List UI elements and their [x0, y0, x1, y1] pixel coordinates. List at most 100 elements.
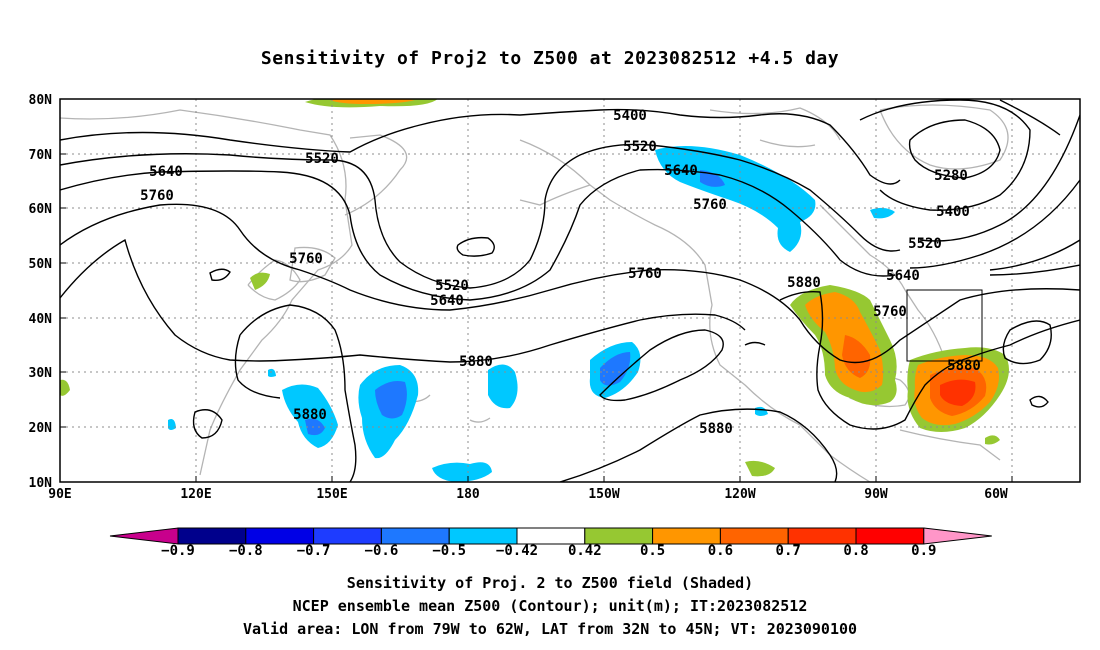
- colorbar-tick-label: 0.5: [639, 543, 666, 559]
- contour-5640: [60, 168, 896, 301]
- colorbar-tick-label: −0.7: [296, 543, 331, 559]
- colorbar-tick-label: −0.9: [161, 543, 195, 559]
- contour-label: 5520: [623, 139, 657, 155]
- longitude-labels: 90E 120E 150E 180 150W 120W 90W 60W: [48, 487, 1008, 502]
- lon-label: 90W: [864, 487, 888, 502]
- colorbar-swatch: [652, 527, 721, 545]
- colorbar-tick-label: 0.6: [707, 543, 734, 559]
- contour-label: 5760: [693, 197, 727, 213]
- contour-label: 5640: [149, 164, 183, 180]
- colorbar-swatch: [719, 527, 789, 545]
- colorbar-tick-label: 0.9: [911, 543, 937, 559]
- contour-label: 5880: [699, 421, 733, 437]
- contour-label: 5880: [293, 407, 327, 423]
- contour-5280-low: [908, 119, 1001, 179]
- contour-5400: [60, 108, 901, 185]
- map-frame: [59, 98, 1081, 483]
- arctic-islands-coastline: [709, 107, 841, 148]
- contour-label: 5520: [435, 278, 469, 294]
- footer-line-2: NCEP ensemble mean Z500 (Contour); unit(…: [292, 597, 808, 615]
- hokkaido-coastline: [289, 246, 336, 283]
- colorbar-swatch: [177, 527, 247, 545]
- footer-line-1: Sensitivity of Proj. 2 to Z500 field (Sh…: [346, 574, 754, 592]
- contour-label: 5400: [936, 204, 970, 220]
- lat-label: 60N: [29, 202, 53, 217]
- axis-ticks: [60, 98, 1013, 482]
- colorbar-swatch: [245, 527, 315, 545]
- contour-5880-atlantic: [1002, 320, 1052, 365]
- colorbar-swatch: [380, 527, 450, 545]
- asia-coastline: [60, 109, 353, 476]
- contour-label: 5640: [430, 293, 464, 309]
- graticule: [60, 99, 1080, 482]
- valid-area-box: [906, 289, 983, 362]
- negative-shading: [168, 146, 895, 482]
- contour-small-atlantic: [1029, 395, 1049, 408]
- contour-5880-sw: [234, 334, 281, 399]
- lon-label: 150W: [588, 487, 619, 502]
- colorbar-swatch: [584, 527, 654, 545]
- coastlines: [60, 104, 1009, 482]
- colorbar-tick-label: −0.8: [228, 543, 263, 559]
- colorbar-arrow-right: [923, 527, 992, 545]
- lat-label: 30N: [29, 366, 53, 381]
- colorbar-swatch: [855, 527, 925, 545]
- caribbean-coastline: [899, 429, 1001, 461]
- contour-5640-east: [909, 179, 1080, 269]
- contour-5880-east: [779, 290, 1080, 430]
- contour-5880-closed: [599, 329, 724, 402]
- contour-label: 5760: [140, 188, 174, 204]
- contour-low-pacific: [456, 236, 495, 257]
- contour-5880-west: [239, 304, 357, 482]
- contour-5880-ne: [989, 264, 1080, 276]
- contour-5760-east: [989, 239, 1080, 271]
- contour-label: 5760: [873, 304, 907, 320]
- map-plot-area: 5400 5520 5520 5520 5520 5640 5640 5640 …: [60, 99, 1080, 482]
- colorbar-arrow-left: [109, 527, 179, 545]
- contour-small-philippines: [192, 409, 223, 439]
- contour-label: 5280: [934, 168, 968, 184]
- contour-5520-east: [919, 114, 1080, 242]
- contour-5400-ne: [999, 99, 1061, 136]
- contour-label: 5520: [908, 236, 942, 252]
- lon-label: 120W: [724, 487, 755, 502]
- footer-line-3: Valid area: LON from 79W to 62W, LAT fro…: [242, 620, 858, 638]
- lat-label: 50N: [29, 257, 53, 272]
- colorbar-tick-label: −0.5: [432, 543, 467, 559]
- lon-label: 120E: [180, 487, 211, 502]
- lat-label: 20N: [29, 421, 53, 436]
- z500-contours: [60, 99, 1080, 482]
- lon-label: 90E: [48, 487, 71, 502]
- alaska-coastline: [519, 184, 591, 206]
- contour-5520-west: [60, 143, 901, 289]
- colorbar-tick-label: 0.7: [775, 543, 801, 559]
- contour-small-japan: [209, 268, 231, 282]
- colorbar-swatch: [448, 527, 518, 545]
- contour-label: 5640: [886, 268, 920, 284]
- contour-small-mexico: [744, 341, 766, 346]
- contour-5880-south: [559, 408, 838, 482]
- colorbar-tick-label: −0.42: [495, 543, 539, 559]
- contour-5400-east: [859, 99, 1031, 211]
- colorbar-swatch: [787, 527, 857, 545]
- contour-label: 5880: [459, 354, 493, 370]
- lat-label: 10N: [29, 476, 53, 491]
- lat-label: 80N: [29, 93, 53, 108]
- lat-label: 40N: [29, 312, 53, 327]
- colorbar-tick-label: 0.8: [843, 543, 869, 559]
- contour-label: 5400: [613, 108, 647, 124]
- greenland-coastline: [879, 104, 1009, 170]
- contour-5760: [60, 203, 1080, 364]
- contour-label: 5520: [305, 151, 339, 167]
- contour-label: 5880: [787, 275, 821, 291]
- colorbar-tick-label: −0.6: [364, 543, 399, 559]
- chart-title: Sensitivity of Proj2 to Z500 at 20230825…: [260, 48, 840, 69]
- contour-5760-south: [60, 238, 746, 363]
- contour-label: 5640: [664, 163, 698, 179]
- colorbar-tick-label: 0.42: [567, 543, 602, 559]
- colorbar-swatch: [313, 527, 382, 545]
- latitude-labels: 80N 70N 60N 50N 40N 30N 20N 10N: [29, 93, 53, 491]
- positive-shading: [60, 99, 1009, 477]
- contour-label: 5760: [628, 266, 662, 282]
